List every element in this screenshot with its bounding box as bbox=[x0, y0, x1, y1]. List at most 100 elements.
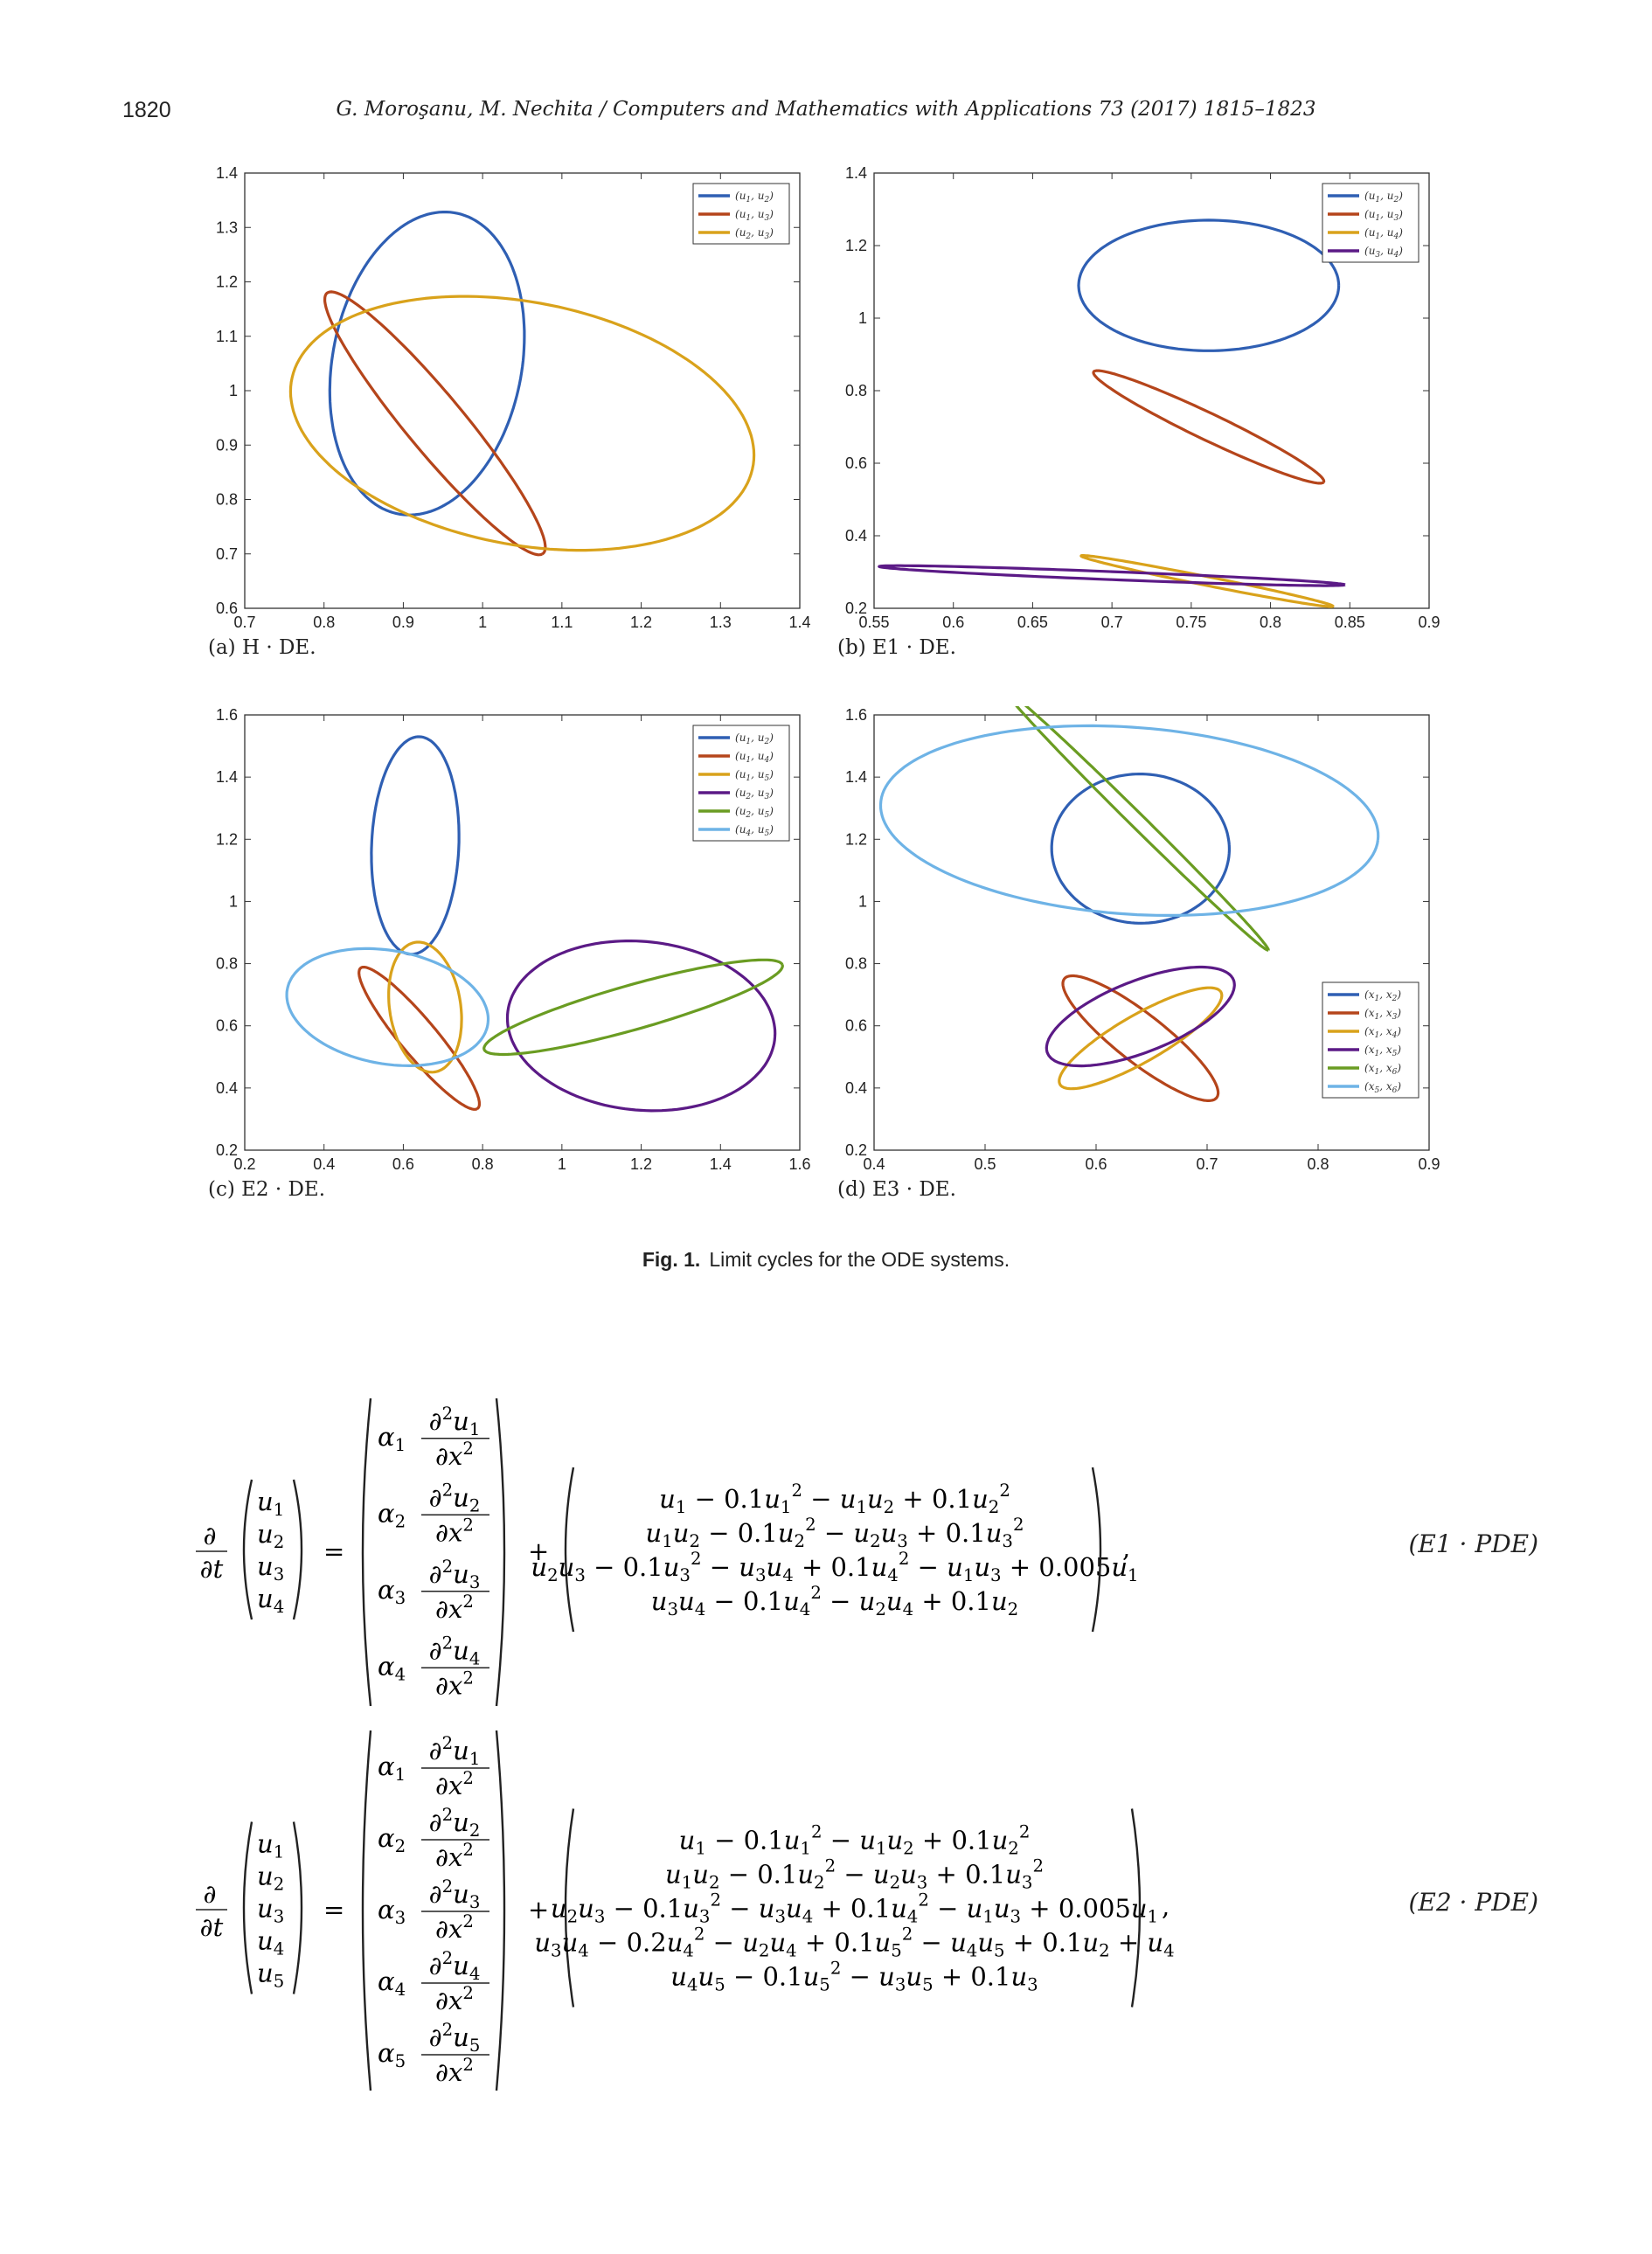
diffusion-term: α1​ ∂2u1∂x2 bbox=[378, 1404, 489, 1471]
svg-text:α1​: α1​ bbox=[378, 1751, 406, 1785]
legend-item: (u2, u3) bbox=[698, 226, 774, 241]
diffusion-term: α5​ ∂2u5∂x2 bbox=[378, 2020, 489, 2087]
svg-text:∂: ∂ bbox=[204, 1879, 217, 1909]
y-tick-label: 1.2 bbox=[845, 237, 867, 254]
y-tick-label: 1.6 bbox=[216, 706, 238, 724]
equals-sign: = bbox=[323, 1895, 344, 1925]
lhs-var: u4​ bbox=[257, 1584, 284, 1617]
svg-text:α2​: α2​ bbox=[378, 1823, 406, 1856]
svg-text:∂t: ∂t bbox=[200, 1912, 224, 1942]
x-tick-label: 0.6 bbox=[1085, 1155, 1107, 1173]
x-tick-label: 0.9 bbox=[1418, 1155, 1440, 1173]
svg-text:∂x2: ∂x2 bbox=[435, 1592, 474, 1624]
legend-label: (u2, u5) bbox=[735, 805, 774, 820]
y-tick-label: 0.8 bbox=[845, 382, 867, 399]
x-tick-label: 1 bbox=[478, 614, 487, 631]
limit-cycle-x1x6 bbox=[1015, 706, 1270, 952]
partial-t: ∂∂t bbox=[196, 1879, 227, 1942]
bracket bbox=[361, 1397, 372, 1707]
bracket bbox=[292, 1479, 303, 1620]
limit-cycle-x1x4 bbox=[1058, 986, 1224, 1091]
limit-cycle-u1u2 bbox=[1077, 218, 1341, 352]
limit-cycle-u1u3 bbox=[323, 290, 547, 557]
legend-label: (u1, u4) bbox=[735, 750, 774, 765]
legend-label: (u1, u2) bbox=[1364, 190, 1403, 205]
y-tick-label: 1.4 bbox=[216, 768, 238, 786]
y-tick-label: 0.4 bbox=[845, 1079, 867, 1097]
svg-text:α3​: α3​ bbox=[378, 1895, 406, 1928]
limit-cycle-u1u4 bbox=[357, 966, 481, 1111]
x-tick-label: 1.2 bbox=[630, 1155, 652, 1173]
equation-e2-body: ∂∂tu1​u2​u3​u4​u5​=α1​∂2u1∂x2α2​∂2u2∂x2α… bbox=[196, 1730, 1175, 2091]
lhs-var: u2​ bbox=[257, 1862, 284, 1895]
legend-label: (u1, u3) bbox=[1364, 208, 1403, 223]
svg-text:∂x2: ∂x2 bbox=[435, 1668, 474, 1700]
legend-item: (x1, x4) bbox=[1328, 1025, 1401, 1040]
bracket bbox=[495, 1397, 506, 1707]
legend: (u1, u2) (u1, u3) (u1, u4) (u3, u4) bbox=[1322, 183, 1419, 263]
legend-label: (u1, u5) bbox=[735, 768, 774, 783]
x-tick-label: 1 bbox=[558, 1155, 566, 1173]
limit-cycle-u2u3 bbox=[505, 940, 777, 1113]
equation-e1-pde: ∂∂tu1​u2​u3​u4​=α1​∂2u1∂x2α2​∂2u2∂x2α3​∂… bbox=[192, 1390, 1538, 1713]
equation-e2-pde: ∂∂tu1​u2​u3​u4​u5​=α1​∂2u1∂x2α2​∂2u2∂x2α… bbox=[192, 1722, 1538, 2098]
diffusion-term: α4​ ∂2u4∂x2 bbox=[378, 1948, 489, 2015]
svg-text:∂x2: ∂x2 bbox=[435, 1439, 474, 1471]
lhs-var: u1​ bbox=[257, 1487, 284, 1520]
y-tick-label: 1.2 bbox=[216, 830, 238, 848]
page-header: 1820 G. Moroşanu, M. Nechita / Computers… bbox=[0, 98, 1652, 133]
diffusion-term: α3​ ∂2u3∂x2 bbox=[378, 1876, 489, 1944]
y-tick-label: 0.6 bbox=[216, 1017, 238, 1035]
reaction-row: u1​ − 0.1u1​2​ − u1​u2​ + 0.1u2​2​ bbox=[679, 1822, 1031, 1859]
y-tick-label: 1.2 bbox=[845, 830, 867, 848]
legend-item: (x1, x5) bbox=[1328, 1044, 1401, 1058]
x-tick-label: 0.7 bbox=[1196, 1155, 1218, 1173]
x-tick-label: 0.85 bbox=[1335, 614, 1365, 631]
y-tick-label: 1.3 bbox=[216, 218, 238, 236]
limit-cycle-u1u5 bbox=[387, 940, 463, 1074]
legend-item: (x1, x3) bbox=[1328, 1007, 1401, 1022]
x-tick-label: 1.2 bbox=[630, 614, 652, 631]
x-tick-label: 0.9 bbox=[1418, 614, 1440, 631]
legend-item: (u1, u2) bbox=[698, 732, 774, 746]
limit-cycle-u1u2 bbox=[328, 210, 526, 517]
equals-sign: = bbox=[323, 1536, 344, 1566]
legend-label: (x1, x6) bbox=[1364, 1062, 1401, 1077]
x-tick-label: 1.6 bbox=[788, 1155, 810, 1173]
svg-text:∂x2: ∂x2 bbox=[435, 1768, 474, 1800]
reaction-row: u1​u2​ − 0.1u2​2​ − u2​u3​ + 0.1u3​2​ bbox=[646, 1515, 1024, 1551]
legend-item: (u1, u5) bbox=[698, 768, 774, 783]
y-tick-label: 0.4 bbox=[845, 527, 867, 544]
x-tick-label: 0.5 bbox=[974, 1155, 996, 1173]
legend-item: (u1, u3) bbox=[1328, 208, 1403, 223]
legend-label: (u1, u2) bbox=[735, 190, 774, 205]
svg-text:α4​: α4​ bbox=[378, 1966, 406, 2000]
y-tick-label: 0.8 bbox=[216, 491, 238, 509]
svg-text:∂: ∂ bbox=[204, 1521, 217, 1550]
y-tick-label: 1.4 bbox=[845, 768, 867, 786]
svg-text:α4​: α4​ bbox=[378, 1651, 406, 1684]
y-tick-label: 1.1 bbox=[216, 328, 238, 345]
legend-item: (x1, x6) bbox=[1328, 1062, 1401, 1077]
chart-panel-a: 0.7 0.8 0.9 1 1.1 1.2 1.3 1.4 0.6 0.7 0.8 0.9 1 1.1 1.… bbox=[192, 164, 822, 636]
x-tick-label: 1.1 bbox=[551, 614, 573, 631]
partial-t: ∂∂t bbox=[196, 1521, 227, 1584]
caption-c: (c) E2 · DE. bbox=[208, 1178, 326, 1201]
svg-text:α1​: α1​ bbox=[378, 1422, 406, 1455]
y-tick-label: 0.6 bbox=[845, 1017, 867, 1035]
caption-b: (b) E1 · DE. bbox=[837, 636, 956, 659]
legend-label: (x1, x3) bbox=[1364, 1007, 1401, 1022]
svg-text:∂2u4: ∂2u4 bbox=[429, 1633, 481, 1668]
legend-label: (u1, u4) bbox=[1364, 226, 1403, 241]
x-tick-label: 0.6 bbox=[392, 1155, 414, 1173]
y-tick-label: 0.6 bbox=[845, 454, 867, 472]
plus-sign: + bbox=[528, 1536, 549, 1566]
legend-label: (u4, u5) bbox=[735, 823, 774, 838]
legend: (x1, x2) (x1, x3) (x1, x4) (x1, x5) (x1, x6)… bbox=[1322, 981, 1419, 1099]
svg-text:∂x2: ∂x2 bbox=[435, 1840, 474, 1872]
figure-caption: Fig. 1. Limit cycles for the ODE systems. bbox=[0, 1248, 1652, 1272]
chart-a: 0.7 0.8 0.9 1 1.1 1.2 1.3 1.40.60.70.80.911.11.… bbox=[216, 164, 811, 631]
limit-cycle-u3u4 bbox=[878, 564, 1346, 587]
x-tick-label: 0.2 bbox=[233, 1155, 255, 1173]
limit-cycle-x1x3 bbox=[1061, 974, 1220, 1102]
